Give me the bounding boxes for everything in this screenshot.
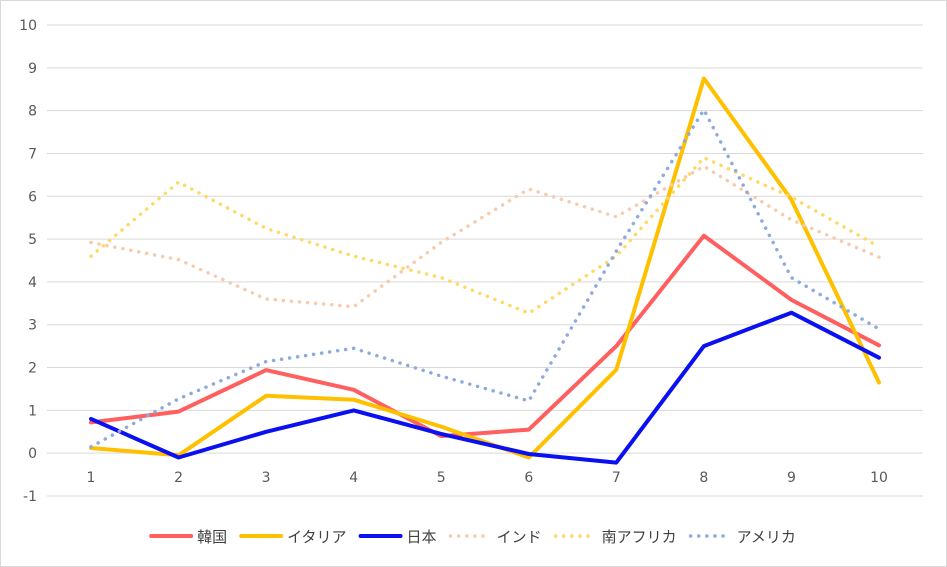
x-tick-label: 10	[870, 470, 888, 486]
x-tick-label: 3	[262, 470, 271, 486]
y-tick-label: 0	[28, 446, 37, 462]
series-line	[89, 108, 881, 449]
x-tick-label: 6	[524, 470, 533, 486]
x-tick-label: 2	[174, 470, 183, 486]
series-line	[89, 233, 881, 439]
x-tick-label: 4	[349, 470, 358, 486]
legend-label: アメリカ	[737, 528, 796, 546]
x-axis-tick-labels: 1 2 3 4 5 6 7 8 9 10	[87, 470, 888, 486]
legend-label: 韓国	[197, 528, 227, 546]
y-tick-label: 9	[28, 61, 37, 77]
y-tick-label: 7	[28, 146, 37, 162]
series-lines	[89, 76, 881, 465]
y-tick-label: 10	[19, 18, 37, 34]
y-tick-label: 5	[28, 232, 37, 248]
y-tick-label: 6	[28, 189, 37, 205]
y-axis-tick-labels: -1 0 1 2 3 4 5 6 7 8 9 10	[19, 18, 37, 505]
x-tick-label: 7	[612, 470, 621, 486]
series-line	[89, 310, 881, 465]
x-tick-label: 1	[87, 470, 96, 486]
legend: 韓国 イタリア 日本 インド 南アフリカ アメリカ	[149, 528, 796, 546]
y-tick-label: 1	[28, 403, 37, 419]
legend-label: インド	[497, 528, 542, 546]
series-line	[89, 164, 881, 309]
legend-label: 南アフリカ	[602, 528, 677, 546]
y-tick-label: -1	[23, 489, 37, 505]
y-tick-label: 2	[28, 361, 37, 377]
y-tick-label: 8	[28, 104, 37, 120]
x-tick-label: 5	[437, 470, 446, 486]
series-line	[89, 155, 881, 315]
legend-label: 日本	[407, 528, 437, 546]
series-line	[89, 76, 881, 460]
x-tick-label: 9	[787, 470, 796, 486]
y-tick-label: 4	[28, 275, 37, 291]
legend-label: イタリア	[287, 528, 346, 546]
y-tick-label: 3	[28, 318, 37, 334]
x-tick-label: 8	[699, 470, 708, 486]
